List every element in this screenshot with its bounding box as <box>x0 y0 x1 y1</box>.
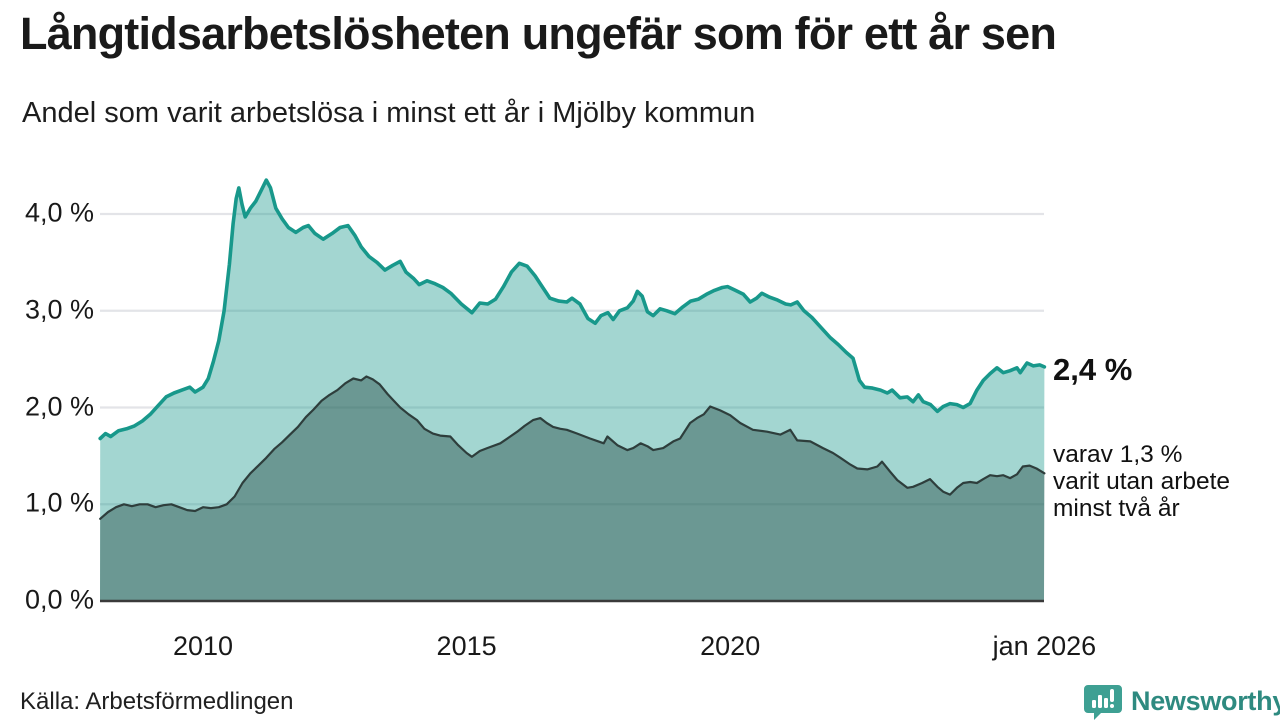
page-title: Långtidsarbetslösheten ungefär som för e… <box>20 8 1057 59</box>
newsworthy-icon <box>1084 685 1122 720</box>
series-line-1 <box>99 375 1046 520</box>
brand-logo: Newsworthy <box>1084 682 1280 720</box>
chart-subtitle: Andel som varit arbetslösa i minst ett å… <box>22 97 756 129</box>
x-tick-label: jan 2026 <box>992 631 1097 661</box>
y-tick-label: 2,0 % <box>25 390 95 421</box>
x-tick-label: 2010 <box>172 631 234 661</box>
y-tick-label: 4,0 % <box>25 197 95 228</box>
series-end-label-subset: varav 1,3 % varit utan arbete minst två … <box>1053 441 1231 522</box>
area-fill-0 <box>100 180 1045 601</box>
y-tick-label: 3,0 % <box>25 294 95 325</box>
brand-name: Newsworthy <box>1131 685 1280 716</box>
y-tick-label: 1,0 % <box>25 487 95 518</box>
y-tick-label: 0,0 % <box>25 584 95 615</box>
source-caption: Källa: Arbetsförmedlingen <box>20 688 294 715</box>
x-tick-label: 2015 <box>436 631 497 661</box>
series-line-0 <box>98 178 1047 441</box>
x-tick-label: 2020 <box>700 631 761 661</box>
series-end-value-total: 2,4 % <box>1053 352 1133 387</box>
area-fill-1 <box>100 376 1045 601</box>
speech-bubble-shape <box>1084 685 1122 720</box>
